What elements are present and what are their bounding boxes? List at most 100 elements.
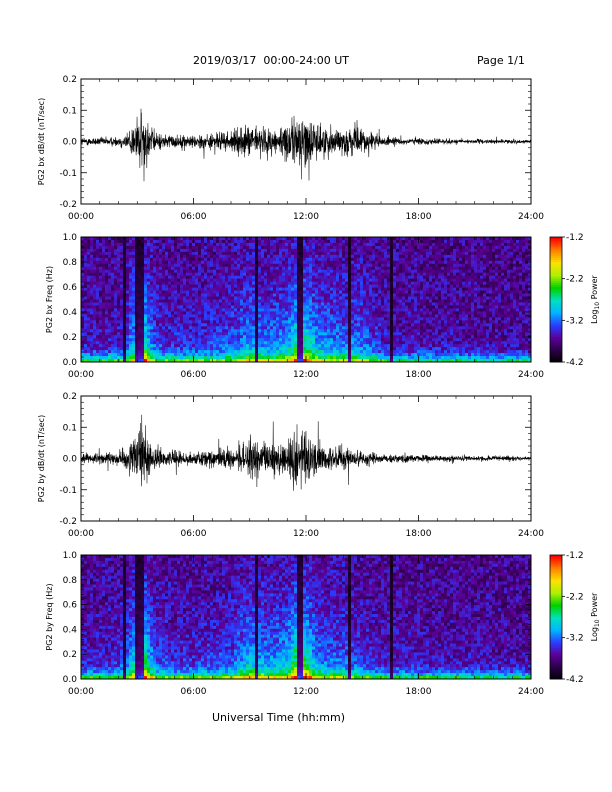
spectrogram-cell	[291, 284, 295, 288]
spectrogram-cell	[330, 308, 334, 312]
spectrogram-cell	[138, 317, 142, 321]
spectrogram-cell	[207, 302, 211, 306]
spectrogram-cell	[426, 242, 430, 247]
spectrogram-cell	[141, 311, 145, 315]
spectrogram-cell	[309, 293, 313, 297]
spectrogram-cell	[348, 302, 352, 306]
spectrogram-cell	[366, 329, 370, 333]
spectrogram-cell	[165, 350, 169, 354]
spectrogram-cell	[333, 338, 337, 342]
spectrogram-cell	[207, 350, 211, 354]
spectrogram-cell	[375, 239, 379, 244]
spectrogram-cell	[87, 296, 91, 300]
spectrogram-cell	[393, 275, 397, 280]
spectrogram-cell	[327, 326, 331, 330]
spectrogram-cell	[216, 305, 220, 309]
spectrogram-cell	[147, 254, 151, 259]
spectrogram-cell	[192, 326, 196, 330]
spectrogram-cell	[408, 245, 412, 250]
spectrogram-cell	[318, 329, 322, 333]
spectrogram-cell	[240, 284, 244, 288]
spectrogram-cell	[273, 260, 277, 265]
spectrogram-cell	[102, 237, 106, 241]
spectrogram-cell	[420, 332, 424, 336]
spectrogram-cell	[363, 326, 367, 330]
spectrogram-cell	[171, 329, 175, 333]
spectrogram-cell	[369, 239, 373, 244]
spectrogram-cell	[114, 284, 118, 288]
spectrogram-cell	[180, 341, 184, 345]
spectrogram-cell	[387, 302, 391, 306]
spectrogram-cell	[216, 239, 220, 244]
spectrogram-cell	[93, 320, 97, 324]
spectrogram-cell	[87, 329, 91, 333]
spectrogram-cell	[324, 245, 328, 250]
spectrogram-cell	[360, 356, 364, 360]
spectrogram-cell	[198, 290, 202, 294]
spectrogram-cell	[426, 239, 430, 244]
spectrogram-cell	[390, 237, 394, 241]
spectrogram-cell	[168, 323, 172, 327]
spectrogram-cell	[153, 272, 157, 277]
spectrogram-cell	[366, 305, 370, 309]
spectrogram-cell	[375, 248, 379, 253]
spectrogram-cell	[273, 347, 277, 351]
spectrogram-cell	[360, 248, 364, 253]
spectrogram-cell	[228, 353, 232, 357]
spectrogram-cell	[123, 287, 127, 291]
spectrogram-cell	[261, 320, 265, 324]
spectrogram-cell	[96, 299, 100, 303]
spectrogram-cell	[84, 239, 88, 244]
spectrogram-cell	[363, 260, 367, 265]
spectrogram-cell	[153, 263, 157, 268]
spectrogram-cell	[285, 281, 289, 286]
spectrogram-cell	[171, 242, 175, 247]
spectrogram-cell	[282, 323, 286, 327]
spectrogram-cell	[81, 338, 85, 342]
spectrogram-cell	[132, 320, 136, 324]
spectrogram-cell	[102, 281, 106, 286]
spectrogram-cell	[357, 344, 361, 348]
spectrogram-cell	[306, 278, 310, 283]
spectrogram-cell	[420, 257, 424, 262]
spectrogram-cell	[429, 272, 433, 277]
spectrogram-cell	[342, 248, 346, 253]
spectrogram-cell	[303, 266, 307, 271]
spectrogram-cell	[261, 344, 265, 348]
spectrogram-cell	[273, 296, 277, 300]
spectrogram-cell	[111, 275, 115, 280]
spectrogram-cell	[339, 257, 343, 262]
spectrogram-cell	[429, 254, 433, 259]
spectrogram-cell	[111, 266, 115, 271]
spectrogram-cell	[336, 359, 340, 363]
spectrogram-cell	[276, 317, 280, 321]
spectrogram-cell	[351, 263, 355, 268]
spectrogram-cell	[324, 314, 328, 318]
spectrogram-cell	[387, 275, 391, 280]
spectrogram-cell	[111, 356, 115, 360]
spectrogram-cell	[180, 254, 184, 259]
spectrogram-cell	[387, 254, 391, 259]
spectrogram-cell	[192, 341, 196, 345]
spectrogram-cell	[243, 326, 247, 330]
spectrogram-cell	[405, 290, 409, 294]
spectrogram-cell	[249, 359, 253, 363]
spectrogram-cell	[354, 281, 358, 286]
spectrogram-cell	[87, 248, 91, 253]
spectrogram-cell	[114, 332, 118, 336]
spectrogram-cell	[276, 254, 280, 259]
spectrogram-cell	[369, 290, 373, 294]
spectrogram-cell	[396, 341, 400, 345]
spectrogram-cell	[315, 275, 319, 280]
spectrogram-cell	[393, 272, 397, 277]
spectrogram-cell	[216, 335, 220, 339]
spectrogram-cell	[132, 353, 136, 357]
spectrogram-cell	[180, 275, 184, 280]
spectrogram-cell	[366, 272, 370, 277]
spectrogram-cell	[420, 353, 424, 357]
spectrogram-cell	[168, 269, 172, 274]
spectrogram-cell	[261, 338, 265, 342]
spectrogram-cell	[408, 287, 412, 291]
spectrogram-cell	[120, 281, 124, 286]
spectrogram-cell	[99, 323, 103, 327]
